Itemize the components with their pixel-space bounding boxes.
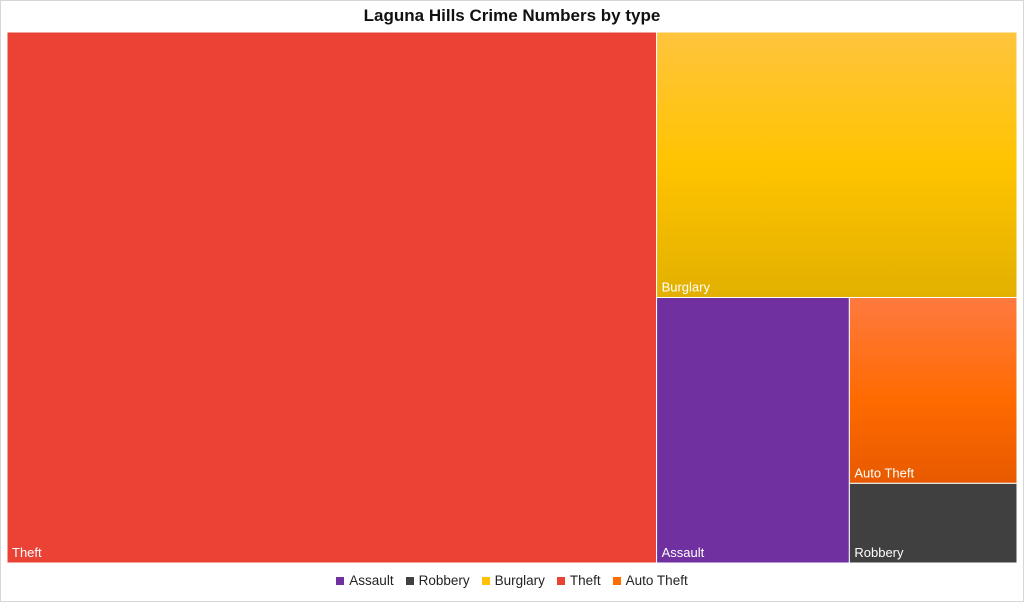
- treemap-tile-theft[interactable]: [6, 31, 658, 564]
- legend-swatch-auto-theft: [612, 576, 621, 585]
- legend-item-auto-theft[interactable]: Auto Theft: [612, 573, 688, 588]
- treemap-label-burglary: Burglary: [662, 280, 711, 295]
- legend-item-assault[interactable]: Assault: [336, 573, 394, 588]
- treemap-label-assault: Assault: [662, 545, 705, 560]
- treemap-tile-assault[interactable]: [656, 297, 850, 564]
- chart-title: Laguna Hills Crime Numbers by type: [363, 6, 661, 25]
- legend-swatch-robbery: [405, 576, 414, 585]
- legend-item-burglary[interactable]: Burglary: [481, 573, 545, 588]
- legend-label-auto-theft: Auto Theft: [625, 573, 688, 588]
- treemap-tile-burglary[interactable]: [656, 31, 1018, 298]
- treemap-label-auto-theft: Auto Theft: [854, 465, 914, 480]
- legend-label-assault: Assault: [349, 573, 394, 588]
- legend-label-burglary: Burglary: [494, 573, 545, 588]
- legend-item-theft[interactable]: Theft: [556, 573, 601, 588]
- treemap-tile-robbery[interactable]: [848, 482, 1018, 564]
- treemap-plot: Theft Burglary Assault Auto Theft Robbery: [6, 31, 1018, 564]
- chart-legend: Assault Robbery Burglary Theft Auto Theft: [0, 573, 1024, 588]
- treemap-label-theft: Theft: [12, 545, 42, 560]
- legend-item-robbery[interactable]: Robbery: [405, 573, 470, 588]
- legend-swatch-assault: [336, 576, 345, 585]
- legend-swatch-theft: [556, 576, 565, 585]
- treemap-tile-auto-theft[interactable]: [848, 297, 1018, 484]
- legend-swatch-burglary: [481, 576, 490, 585]
- treemap-label-robbery: Robbery: [854, 545, 904, 560]
- legend-label-robbery: Robbery: [418, 573, 470, 588]
- legend-label-theft: Theft: [569, 573, 601, 588]
